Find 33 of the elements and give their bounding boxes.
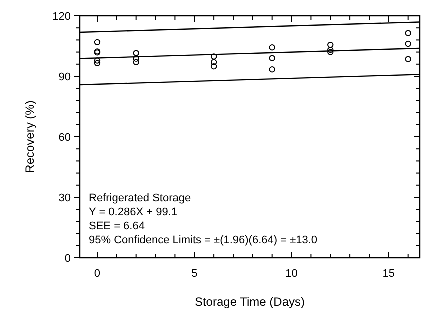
y-tick-label: 120 bbox=[52, 11, 71, 23]
annotation: Y = 0.286X + 99.1 bbox=[89, 206, 178, 218]
y-axis-title: Recovery (%) bbox=[23, 100, 37, 174]
y-tick-label: 90 bbox=[58, 72, 71, 84]
annotation: SEE = 6.64 bbox=[89, 220, 145, 232]
annotation: Refrigerated Storage bbox=[89, 192, 192, 204]
x-tick-label: 10 bbox=[286, 268, 298, 280]
point bbox=[133, 59, 140, 66]
point bbox=[210, 59, 218, 66]
x-tick-label: 15 bbox=[382, 268, 396, 280]
point bbox=[328, 46, 334, 54]
point bbox=[210, 54, 218, 60]
y-tick-label: 30 bbox=[58, 192, 71, 204]
point bbox=[269, 66, 276, 73]
point bbox=[133, 56, 140, 62]
point bbox=[94, 58, 101, 64]
point bbox=[94, 60, 101, 66]
point bbox=[269, 55, 276, 62]
point bbox=[405, 40, 412, 48]
point bbox=[133, 50, 140, 56]
point bbox=[405, 30, 412, 36]
point bbox=[328, 49, 334, 56]
point bbox=[94, 39, 101, 46]
point bbox=[269, 44, 276, 51]
x-tick-label: 5 bbox=[192, 268, 198, 280]
y-tick-label: 60 bbox=[58, 132, 71, 144]
x-tick-label: 0 bbox=[94, 268, 101, 280]
point bbox=[405, 56, 412, 62]
point bbox=[210, 64, 218, 70]
annotation: 95% Confidence Limits = ±(1.96)(6.64) = ±13.0 bbox=[89, 234, 318, 246]
x-axis-title: Storage Time (Days) bbox=[194, 295, 306, 309]
point bbox=[328, 42, 334, 48]
y-tick-label: 0 bbox=[64, 253, 71, 265]
